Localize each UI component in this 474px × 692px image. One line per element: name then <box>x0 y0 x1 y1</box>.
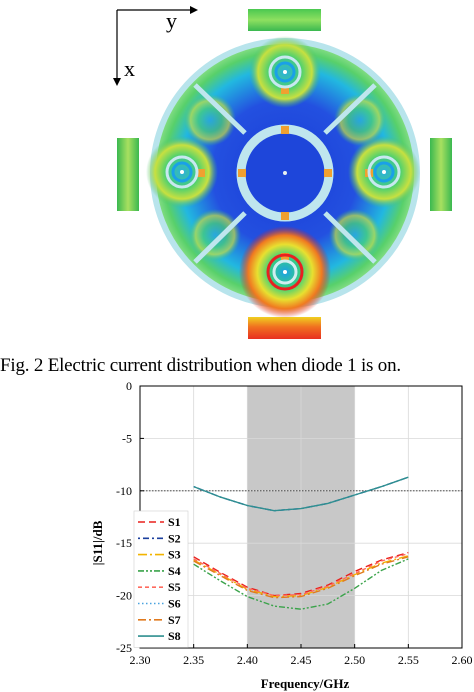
left-patch <box>117 138 139 211</box>
x-tick-label: 2.50 <box>344 653 365 667</box>
legend-label: S8 <box>168 629 181 643</box>
y-tick-label: 0 <box>126 379 132 393</box>
legend-label: S7 <box>168 613 181 627</box>
legend: S1 S2 S3 S4 S5 S6 S7 S8 <box>133 510 189 648</box>
legend-label: S1 <box>168 515 181 529</box>
x-tick-labels: 2.30 2.35 2.40 2.45 2.50 2.55 2.60 <box>130 653 473 667</box>
axis-y-label: y <box>166 8 177 33</box>
x-tick-label: 2.60 <box>452 653 473 667</box>
figure-caption: Fig. 2 Electric current distribution whe… <box>0 355 401 376</box>
series-line-s8 <box>193 476 409 512</box>
y-axis-label: |S11|/dB <box>90 520 105 565</box>
series-line-s3 <box>193 555 409 598</box>
series-line-s4 <box>193 558 409 610</box>
bottom-patch <box>248 317 321 339</box>
x-tick-label: 2.30 <box>130 653 151 667</box>
y-tick-label: -20 <box>116 589 132 603</box>
y-tick-label: -5 <box>122 431 132 445</box>
y-tick-label: -10 <box>116 484 132 498</box>
y-tick-label: -15 <box>116 536 132 550</box>
x-tick-label: 2.55 <box>398 653 419 667</box>
x-tick-label: 2.35 <box>183 653 204 667</box>
legend-label: S5 <box>168 580 181 594</box>
legend-label: S4 <box>168 564 181 578</box>
series-line-s7 <box>193 556 409 599</box>
legend-label: S2 <box>168 531 181 545</box>
axes-indicator: y x <box>113 6 198 86</box>
s11-chart: 2.30 2.35 2.40 2.45 2.50 2.55 2.60 0 -5 -10 -15 -2… <box>90 379 473 691</box>
x-tick-label: 2.40 <box>237 653 258 667</box>
antenna-disk <box>146 36 420 318</box>
top-patch <box>248 9 321 31</box>
legend-box <box>133 510 189 648</box>
series-lines <box>193 476 409 610</box>
axis-x-label: x <box>124 56 135 81</box>
x-tick-label: 2.45 <box>291 653 312 667</box>
series-line-s5 <box>193 553 409 597</box>
x-axis-label: Frequency/GHz <box>261 676 350 691</box>
series-line-s1 <box>193 551 409 597</box>
y-tick-label: -25 <box>116 641 132 655</box>
legend-label: S6 <box>168 597 181 611</box>
legend-label: S3 <box>168 548 181 562</box>
current-distribution-figure: y x <box>113 6 452 339</box>
right-patch <box>430 138 452 211</box>
y-tick-labels: 0 -5 -10 -15 -20 -25 <box>116 379 132 655</box>
